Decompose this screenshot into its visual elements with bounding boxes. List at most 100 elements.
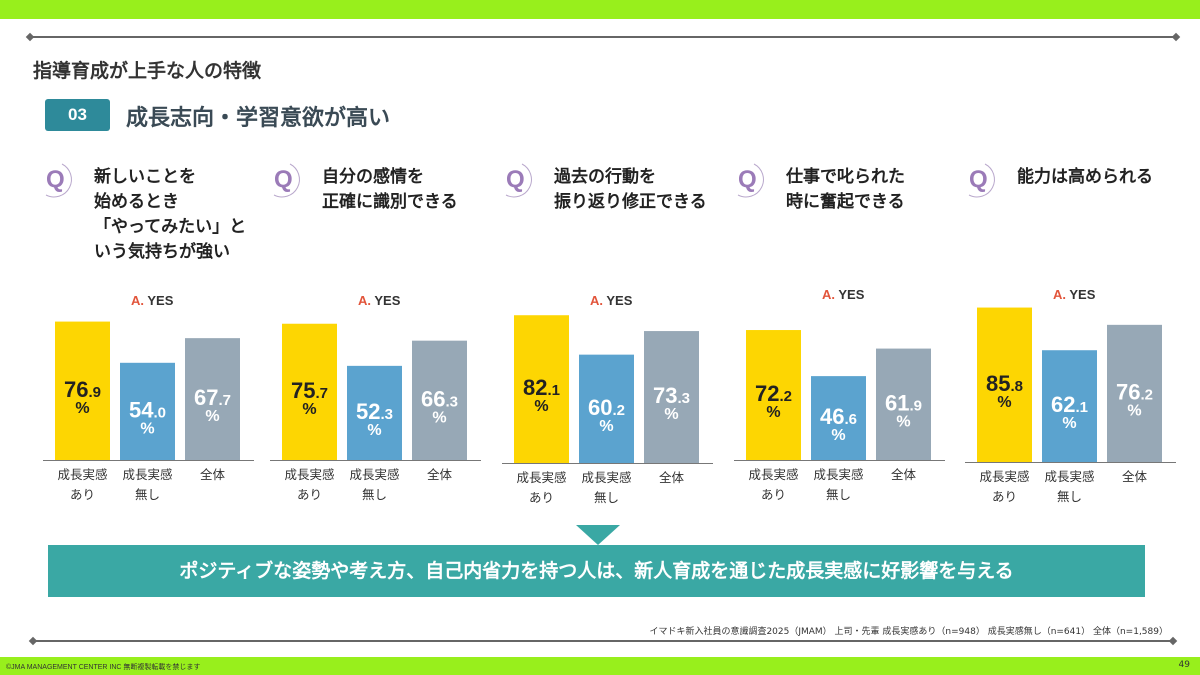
question-text: 過去の行動を振り返り修正できる — [554, 165, 734, 215]
page-number: 49 — [1178, 660, 1190, 670]
question-line: 仕事で叱られた — [786, 167, 905, 187]
category-label: あり — [761, 487, 786, 502]
bar — [1042, 350, 1097, 462]
category-label: 成長実感 — [122, 467, 172, 482]
value-int: 72 — [755, 381, 779, 406]
value-dec: .2 — [1140, 386, 1153, 403]
category-label: あり — [70, 487, 95, 502]
value-dec: .3 — [380, 406, 393, 423]
header-divider — [30, 36, 1176, 38]
divider-diamond-right — [1171, 32, 1181, 42]
value-label: 75.7 — [291, 378, 328, 403]
q-icon: Q — [502, 163, 540, 201]
category-label: 成長実感 — [516, 470, 566, 485]
question-line: 過去の行動を — [554, 167, 656, 187]
category-label: あり — [992, 489, 1017, 504]
category-label: 無し — [594, 490, 619, 505]
question-line: 時に奮起できる — [786, 192, 905, 212]
value-int: 75 — [291, 378, 315, 403]
question-text: 仕事で叱られた 時に奮起できる — [786, 165, 966, 215]
value-label: 46.6 — [820, 404, 857, 429]
question-line: 振り返り修正できる — [554, 192, 707, 212]
category-label: 全体 — [200, 467, 226, 482]
value-dec: .9 — [909, 397, 922, 414]
bar — [644, 331, 699, 463]
q-letter: Q — [969, 166, 988, 193]
category-label: 成長実感 — [813, 467, 863, 482]
q-letter: Q — [46, 166, 65, 193]
question-text: 新しいことを 始めるとき 「やってみたい」と いう気持ちが強い — [94, 165, 274, 265]
answer-prefix: A. — [1053, 287, 1070, 302]
page-subtitle: 成長志向・学習意欲が高い — [126, 106, 391, 131]
value-label: 76.9 — [64, 377, 101, 402]
value-dec: .8 — [1010, 378, 1023, 395]
divider-diamond-left — [25, 32, 35, 42]
percent-sign: % — [140, 420, 154, 437]
value-int: 62 — [1051, 392, 1075, 417]
copyright: ©JMA MANAGEMENT CENTER INC 無断複製転載を禁じます — [6, 664, 201, 671]
answer-label: A. YES — [590, 293, 632, 308]
bar — [746, 330, 801, 460]
value-dec: .2 — [779, 388, 792, 405]
value-int: 54 — [129, 397, 154, 422]
category-label: 成長実感 — [349, 467, 399, 482]
answer-label: A. YES — [358, 293, 400, 308]
value-dec: .6 — [844, 411, 857, 428]
value-label: 67.7 — [194, 385, 231, 410]
answer-prefix: A. — [590, 293, 607, 308]
value-label: 82.1 — [523, 375, 560, 400]
percent-sign: % — [205, 408, 219, 425]
answer-text: YES — [374, 293, 401, 308]
category-label: 無し — [135, 487, 160, 502]
value-int: 67 — [194, 385, 218, 410]
answer-text: YES — [838, 287, 865, 302]
value-dec: .3 — [677, 390, 690, 407]
category-label: 無し — [362, 487, 387, 502]
question-line: 始めるとき — [94, 192, 179, 212]
percent-sign: % — [1062, 415, 1076, 432]
bar — [120, 362, 175, 460]
footer-diamond-left — [28, 636, 38, 646]
percent-sign: % — [766, 404, 780, 421]
top-accent-bar — [0, 0, 1200, 19]
category-label: あり — [529, 490, 554, 505]
value-int: 82 — [523, 375, 547, 400]
category-label: 成長実感 — [748, 467, 798, 482]
conclusion-banner: ポジティブな姿勢や考え方、自己内省力を持つ人は、新人育成を通じた成長実感に好影響… — [48, 545, 1145, 597]
value-label: 54.0 — [129, 397, 166, 422]
value-label: 66.3 — [421, 386, 458, 411]
question-line: 正確に識別できる — [322, 192, 458, 212]
percent-sign: % — [302, 401, 316, 418]
value-int: 73 — [653, 383, 677, 408]
bar — [514, 315, 569, 463]
bar — [282, 323, 337, 460]
answer-prefix: A. — [358, 293, 375, 308]
value-label: 76.2 — [1116, 379, 1153, 404]
value-int: 76 — [1116, 379, 1140, 404]
value-dec: .3 — [445, 393, 458, 410]
q-icon: Q — [270, 163, 308, 201]
section-number-badge: 03 — [45, 99, 110, 131]
answer-label: A. YES — [131, 293, 173, 308]
bar — [977, 307, 1032, 462]
q-letter: Q — [274, 166, 293, 193]
bar — [579, 354, 634, 463]
value-label: 61.9 — [885, 390, 922, 415]
bar — [811, 376, 866, 460]
q-letter: Q — [738, 166, 757, 193]
answer-text: YES — [606, 293, 633, 308]
question-text: 能力は高められる — [1017, 165, 1197, 190]
question-line: 新しいことを — [94, 167, 196, 187]
category-label: あり — [297, 487, 322, 502]
value-int: 66 — [421, 386, 445, 411]
bar — [55, 321, 110, 460]
value-dec: .9 — [88, 384, 101, 401]
bar — [185, 338, 240, 460]
down-arrow-icon — [576, 525, 620, 545]
footer-diamond-right — [1168, 636, 1178, 646]
value-int: 52 — [356, 399, 380, 424]
value-label: 60.2 — [588, 395, 625, 420]
percent-sign: % — [664, 406, 678, 423]
answer-label: A. YES — [822, 287, 864, 302]
answer-prefix: A. — [131, 293, 148, 308]
